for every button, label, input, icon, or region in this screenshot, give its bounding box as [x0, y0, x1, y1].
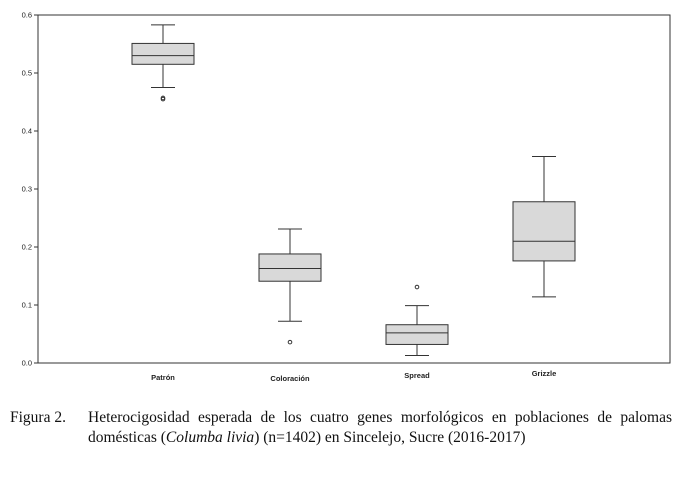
y-tick-label: 0.6 — [22, 11, 32, 20]
x-axis-labels: Patrón Coloración Spread Grizzle — [151, 369, 556, 383]
x-category-label: Grizzle — [532, 369, 557, 378]
caption-label: Figura 2. — [10, 409, 66, 426]
plot-frame — [37, 14, 671, 364]
outlier-point — [160, 95, 166, 101]
outlier-point — [414, 284, 420, 290]
y-tick-label: 0.1 — [22, 301, 32, 310]
y-axis: 0.0 0.1 0.2 0.3 0.4 0.5 0.6 — [22, 11, 38, 368]
y-tick-label: 0.0 — [22, 359, 32, 368]
boxes — [131, 24, 576, 356]
x-category-label: Coloración — [270, 374, 310, 383]
caption-text-start: Heterocigosidad esperada de los cuatro g… — [88, 409, 672, 446]
x-category-label: Spread — [404, 371, 430, 380]
box-iqr — [131, 42, 195, 65]
caption-text: Heterocigosidad esperada de los cuatro g… — [88, 408, 672, 448]
box-iqr — [385, 324, 449, 345]
boxplot-chart: 0.0 0.1 0.2 0.3 0.4 0.5 0.6 Patrón Coloración Sp… — [22, 11, 671, 383]
y-tick-label: 0.5 — [22, 69, 32, 78]
y-tick-label: 0.3 — [22, 185, 32, 194]
caption-text-end: ) (n=1402) en Sincelejo, Sucre (2016-201… — [254, 429, 526, 446]
y-tick-label: 0.2 — [22, 243, 32, 252]
caption-species: Columba livia — [165, 429, 255, 446]
figure-caption: Figura 2. Heterocigosidad esperada de lo… — [10, 408, 672, 448]
outlier-point — [287, 339, 293, 345]
box-iqr — [258, 253, 322, 282]
y-tick-label: 0.4 — [22, 127, 32, 136]
x-category-label: Patrón — [151, 373, 175, 382]
box-iqr — [512, 201, 576, 262]
